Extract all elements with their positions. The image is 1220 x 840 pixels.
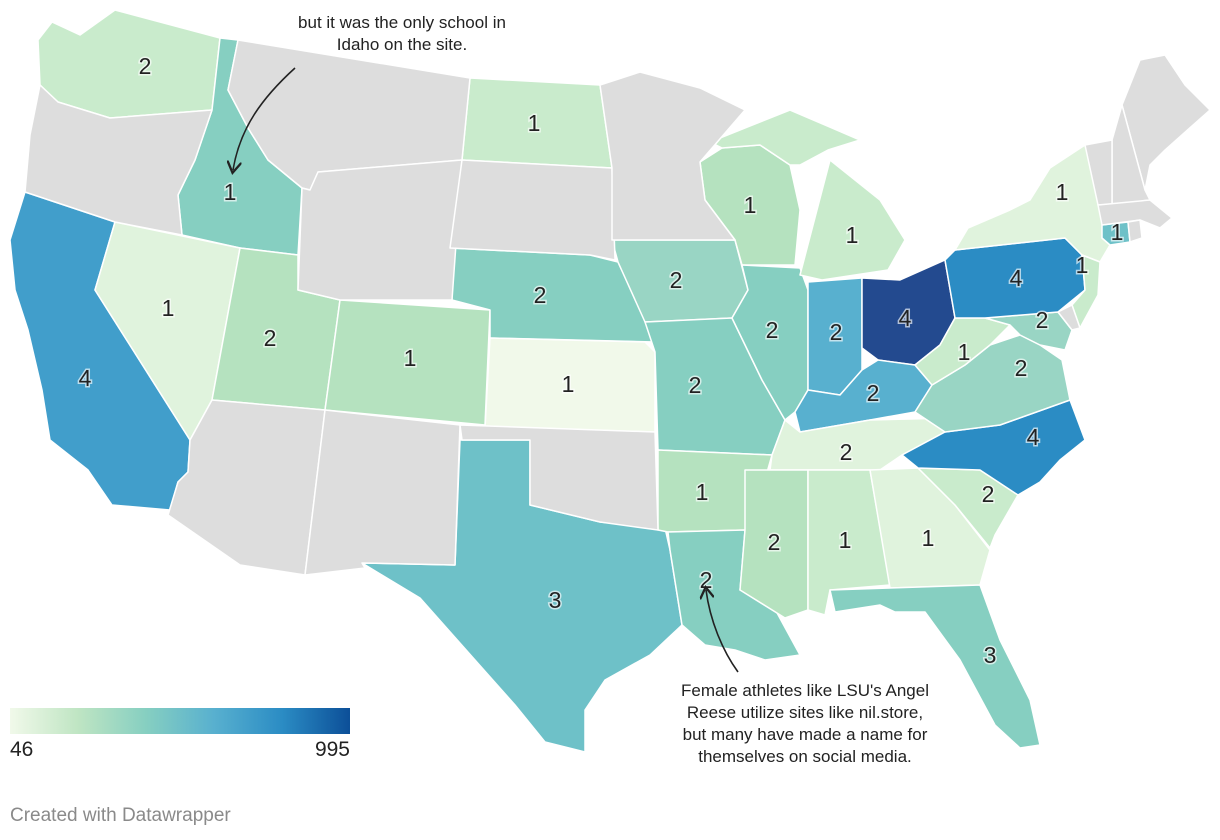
state-value-label-iowa: 2 (670, 267, 683, 293)
datawrapper-credit: Created with Datawrapper (10, 805, 231, 826)
state-oklahoma (459, 424, 659, 531)
state-value-label-alabama: 1 (839, 527, 852, 553)
state-value-label-tennessee: 2 (840, 439, 853, 465)
color-legend: 46 995 (10, 708, 350, 761)
state-value-label-idaho: 1 (224, 179, 237, 205)
state-value-label-missouri: 2 (689, 372, 702, 398)
state-value-label-ohio: 4 (899, 305, 912, 331)
idaho-annotation-line: but it was the only school in (298, 13, 506, 32)
louisiana-annotation-line: Female athletes like LSU's Angel (681, 681, 929, 700)
state-washington (37, 9, 221, 119)
state-value-label-colorado: 1 (404, 345, 417, 371)
state-value-label-south-carolina: 2 (982, 481, 995, 507)
state-value-label-michigan: 1 (846, 222, 859, 248)
state-new-mexico (304, 409, 461, 576)
state-value-label-new-jersey: 1 (1076, 252, 1089, 278)
louisiana-annotation-line: Reese utilize sites like nil.store, (686, 703, 924, 722)
louisiana-annotation: Female athletes like LSU's Angel Reese u… (655, 680, 955, 768)
state-value-label-texas: 3 (549, 587, 562, 613)
louisiana-annotation-line: but many have made a name for (682, 725, 928, 744)
state-value-label-utah: 2 (264, 325, 277, 351)
state-value-label-north-carolina: 4 (1027, 424, 1040, 450)
state-value-label-mississippi: 2 (768, 529, 781, 555)
state-value-label-kansas: 1 (562, 371, 575, 397)
state-value-label-california: 4 (79, 365, 92, 391)
state-maine (1121, 54, 1211, 191)
state-value-label-kentucky: 2 (867, 380, 880, 406)
louisiana-annotation-arrow (706, 590, 739, 673)
state-value-label-virginia: 2 (1015, 355, 1028, 381)
state-value-label-west-virginia: 1 (958, 339, 971, 365)
state-value-label-pennsylvania: 4 (1010, 265, 1023, 291)
state-massachusetts (1097, 199, 1173, 229)
state-michigan (709, 109, 906, 281)
state-florida (829, 584, 1041, 749)
state-value-label-louisiana: 2 (700, 567, 713, 593)
legend-max-label: 995 (314, 738, 350, 761)
state-oregon (24, 84, 213, 236)
state-rhode-island (1127, 219, 1143, 243)
state-value-label-florida: 3 (984, 642, 997, 668)
state-illinois (731, 264, 809, 421)
state-value-label-north-dakota: 1 (528, 110, 541, 136)
idaho-annotation-line: Idaho on the site. (336, 35, 468, 54)
legend-gradient-bar (10, 708, 350, 734)
state-wyoming (297, 159, 463, 301)
legend-min-label: 46 (10, 738, 34, 761)
state-minnesota (599, 71, 746, 241)
idaho-annotation-arrow (233, 67, 296, 170)
state-delaware (1057, 304, 1081, 331)
state-value-label-maryland: 2 (1036, 307, 1049, 333)
state-value-label-washington: 2 (139, 53, 152, 79)
state-value-label-nevada: 1 (162, 295, 175, 321)
state-value-label-wisconsin: 1 (744, 192, 757, 218)
state-south-dakota (449, 159, 616, 261)
state-value-label-indiana: 2 (830, 319, 843, 345)
state-value-label-georgia: 1 (922, 525, 935, 551)
state-kansas (484, 337, 656, 433)
louisiana-annotation-line: themselves on social media. (698, 747, 912, 766)
state-value-label-connecticut: 1 (1111, 219, 1124, 245)
state-value-label-nebraska: 2 (534, 282, 547, 308)
idaho-annotation: but it was the only school in Idaho on t… (262, 12, 542, 56)
state-value-label-new-york: 1 (1056, 179, 1069, 205)
state-value-label-arkansas: 1 (696, 479, 709, 505)
state-value-label-illinois: 2 (766, 317, 779, 343)
